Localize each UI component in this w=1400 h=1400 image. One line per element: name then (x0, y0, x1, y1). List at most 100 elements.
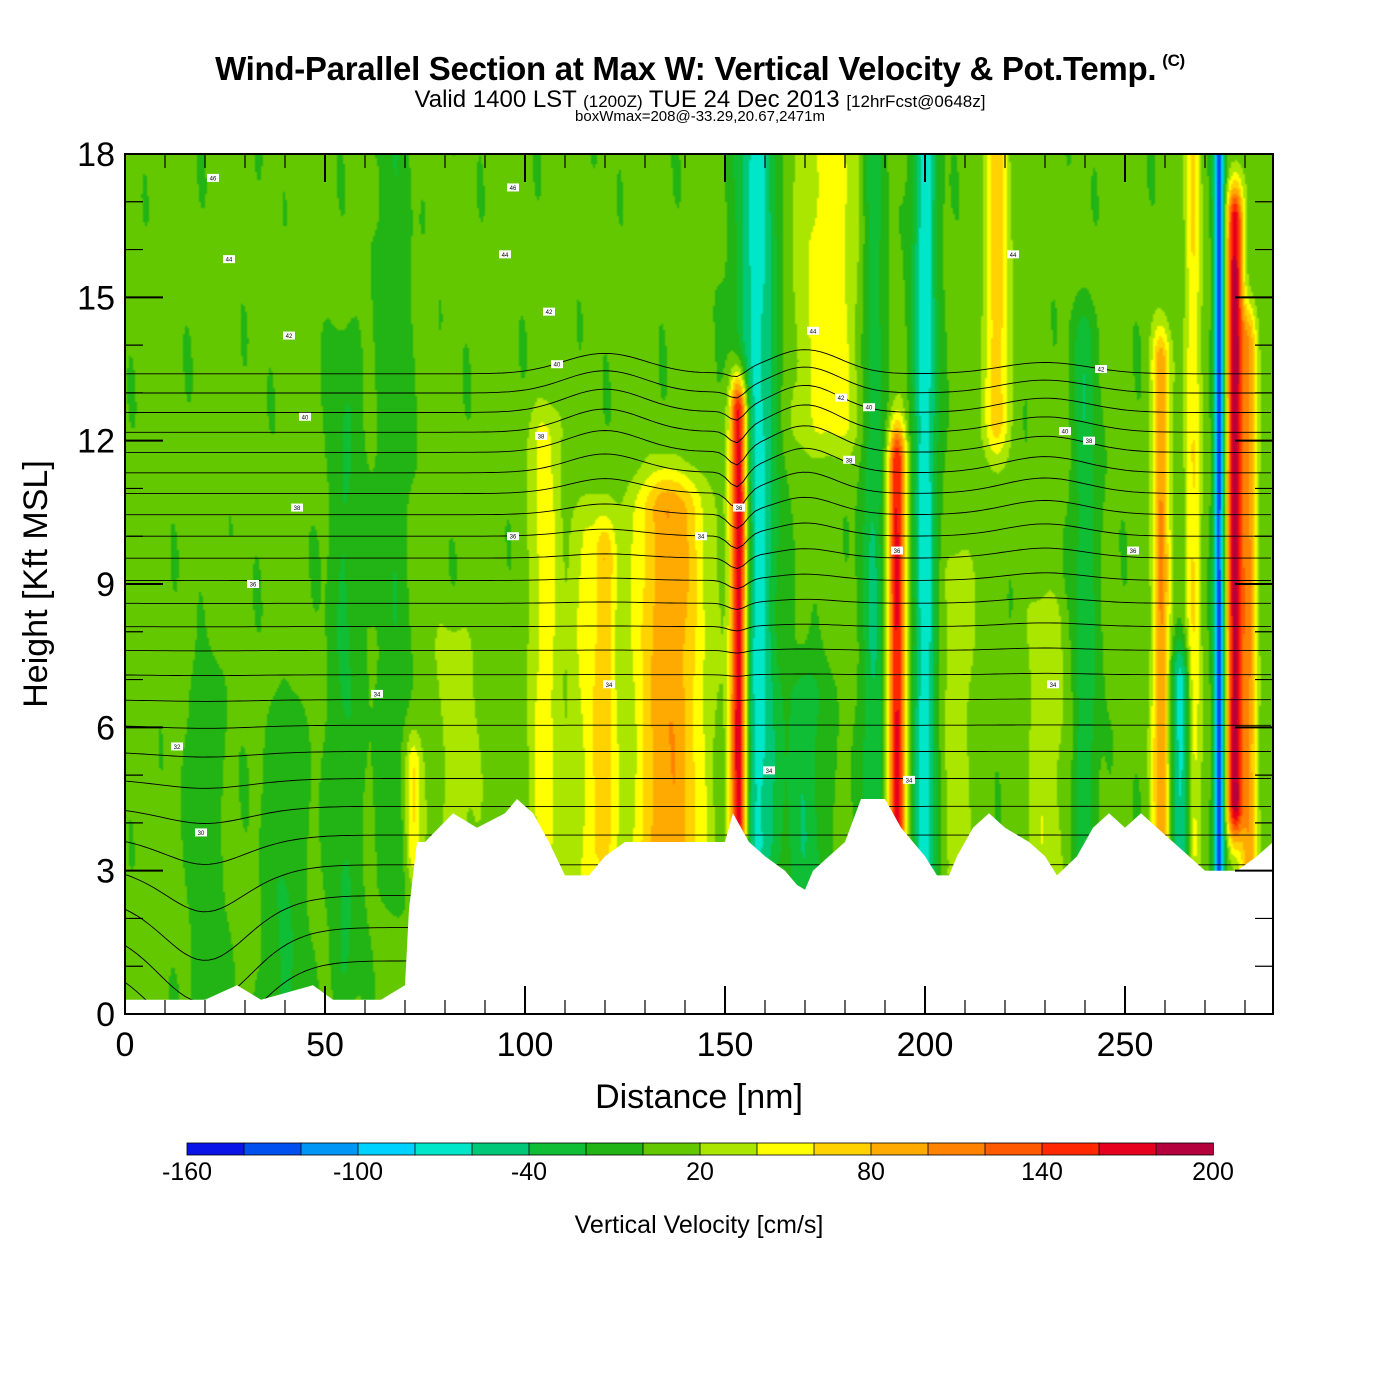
contour-label-box (603, 680, 615, 689)
contour-label-box (1047, 680, 1059, 689)
contour-label-box (903, 775, 915, 784)
contour-label-text: 34 (374, 692, 381, 698)
contour-label: 40 (1059, 427, 1071, 436)
theta-contour-line (125, 384, 1271, 421)
x-tick-label: 250 (1097, 1026, 1154, 1064)
x-tick-label: 50 (306, 1026, 344, 1064)
contour-label-box (247, 580, 259, 588)
colorbar-swatch (243, 1142, 302, 1156)
contour-label: 32 (171, 742, 183, 751)
y-tick-label: 0 (96, 996, 115, 1034)
contour-label: 46 (207, 173, 219, 182)
contour-label-text: 46 (210, 176, 217, 182)
contour-label-box (171, 742, 183, 751)
colorbar-tick-label: -160 (162, 1158, 212, 1186)
contour-label-box (1083, 436, 1095, 445)
colorbar-swatch (1155, 1142, 1214, 1156)
contour-label: 44 (807, 326, 819, 335)
valid-time: Valid 1400 LST (414, 86, 577, 113)
contour-label-text: 40 (1062, 430, 1069, 436)
contour-label-box (223, 255, 235, 264)
contour-label: 44 (223, 255, 235, 264)
terrain-mask (125, 799, 1273, 1014)
contour-label-box (807, 326, 819, 335)
contour-label-box (291, 503, 303, 512)
contour-label-text: 40 (866, 406, 873, 412)
y-tick-label: 18 (77, 136, 115, 174)
colorbar-tick-label: 140 (1021, 1158, 1063, 1186)
colorbar-label: Vertical Velocity [cm/s] (575, 1211, 824, 1239)
colorbar-tick-label: 200 (1192, 1158, 1234, 1186)
contour-label: 34 (1047, 680, 1059, 689)
contour-label-box (299, 412, 311, 421)
y-tick-label: 6 (96, 709, 115, 747)
x-axis-label: Distance [nm] (595, 1078, 803, 1116)
theta-contour-line (125, 547, 1271, 569)
colorbar-swatch (585, 1142, 644, 1156)
theta-contour-line (125, 447, 1271, 488)
contour-label-text: 40 (302, 415, 309, 421)
theta-contour-line (125, 698, 1271, 702)
theta-contour-line (125, 366, 1271, 399)
valid-date: TUE 24 Dec 2013 (648, 86, 840, 113)
theta-contour-line (125, 597, 1271, 610)
contour-label: 42 (543, 307, 555, 316)
colorbar-swatch (870, 1142, 929, 1156)
contour-label: 34 (695, 532, 707, 541)
colorbar-swatch (300, 1142, 359, 1156)
x-tick-label: 150 (697, 1026, 754, 1064)
contour-label-box (371, 689, 383, 698)
chart-title-text: Wind-Parallel Section at Max W: Vertical… (215, 50, 1157, 87)
contour-label-text: 38 (1086, 439, 1093, 445)
contour-label-box (835, 393, 847, 402)
contour-label-box (695, 532, 707, 541)
contour-label-text: 38 (538, 434, 545, 440)
contour-label-text: 44 (226, 258, 233, 264)
theta-contour-line (125, 622, 1271, 632)
y-tick-label: 3 (96, 853, 115, 891)
contour-label-text: 38 (294, 506, 301, 512)
contour-label: 42 (283, 331, 295, 340)
theta-contour-line (125, 471, 1271, 509)
contour-label-text: 36 (1130, 549, 1137, 555)
contour-label: 40 (299, 412, 311, 421)
contour-label-box (551, 360, 563, 369)
contour-label-box (207, 173, 219, 182)
colorbar-tick-label: 80 (857, 1158, 885, 1186)
colorbar-swatch (927, 1142, 986, 1156)
contour-label-box (507, 183, 519, 192)
theta-contour-line (125, 834, 1271, 865)
x-tick-label: 0 (116, 1026, 135, 1064)
y-tick-label: 12 (77, 423, 115, 461)
colorbar-swatch (1098, 1142, 1157, 1156)
contour-label-text: 38 (846, 458, 853, 464)
chart-title-mark: (C) (1162, 51, 1185, 70)
contour-label: 36 (247, 580, 259, 589)
theta-contour-line (125, 647, 1271, 654)
colorbar-swatch (186, 1142, 245, 1156)
contour-label-box (1007, 250, 1019, 259)
colorbar-swatch (756, 1142, 815, 1156)
theta-contour-line (125, 404, 1271, 444)
contour-label: 38 (843, 455, 855, 464)
contour-label: 34 (763, 766, 775, 775)
contour-label: 34 (903, 775, 915, 784)
contour-label: 44 (1007, 250, 1019, 259)
contour-label-box (283, 331, 295, 340)
contour-label: 30 (195, 828, 207, 837)
x-tick-label: 200 (897, 1026, 954, 1064)
chart-title: Wind-Parallel Section at Max W: Vertical… (0, 50, 1400, 88)
contour-label-box (733, 503, 745, 512)
y-tick-label: 9 (96, 566, 115, 604)
contour-label: 36 (891, 546, 903, 555)
contour-label: 36 (507, 532, 519, 541)
colorbar-swatch (699, 1142, 758, 1156)
contour-label-box (1059, 427, 1071, 436)
contour-label-text: 42 (1098, 368, 1105, 374)
contour-label-text: 34 (766, 769, 773, 775)
contour-label-text: 42 (838, 396, 845, 402)
contour-label: 42 (1095, 365, 1107, 374)
contour-label-text: 34 (698, 535, 705, 541)
contour-label-text: 30 (198, 831, 205, 837)
